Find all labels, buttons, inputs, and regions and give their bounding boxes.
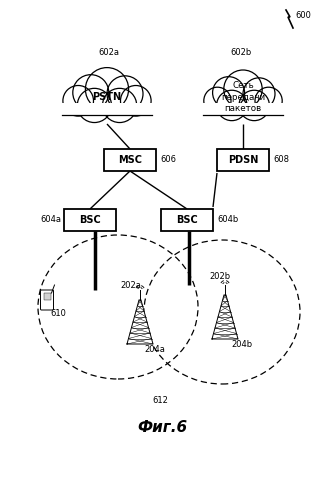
- Text: PSTN: PSTN: [92, 92, 122, 102]
- Text: 604b: 604b: [217, 216, 238, 224]
- Text: MSC: MSC: [118, 155, 142, 165]
- Text: 602a: 602a: [98, 48, 120, 57]
- Text: 600: 600: [295, 11, 311, 20]
- Text: PDSN: PDSN: [228, 155, 258, 165]
- Text: 612: 612: [152, 396, 168, 405]
- Text: 202a: 202a: [120, 281, 141, 290]
- Circle shape: [73, 74, 109, 110]
- Bar: [62, 102, 152, 116]
- Circle shape: [85, 68, 129, 111]
- Circle shape: [63, 86, 94, 116]
- Text: 602b: 602b: [230, 48, 252, 57]
- Bar: [44, 293, 50, 300]
- Text: BSC: BSC: [79, 215, 101, 225]
- Circle shape: [255, 87, 282, 115]
- Circle shape: [77, 88, 111, 122]
- Circle shape: [224, 70, 262, 108]
- Circle shape: [107, 76, 143, 112]
- Polygon shape: [212, 295, 238, 339]
- Circle shape: [216, 90, 247, 120]
- Bar: [104, 149, 156, 171]
- Text: BSC: BSC: [176, 215, 198, 225]
- Circle shape: [213, 76, 245, 108]
- Text: 202b: 202b: [209, 272, 230, 281]
- Text: 608: 608: [273, 156, 289, 164]
- Text: Сеть
передачи
пакетов: Сеть передачи пакетов: [221, 82, 265, 112]
- Bar: [64, 209, 116, 231]
- Text: 604a: 604a: [40, 216, 61, 224]
- Circle shape: [102, 88, 137, 122]
- Polygon shape: [127, 300, 153, 344]
- Text: 610: 610: [50, 309, 66, 318]
- Text: Фиг.6: Фиг.6: [137, 420, 187, 436]
- Circle shape: [239, 90, 269, 120]
- Text: 204a: 204a: [144, 345, 165, 354]
- FancyBboxPatch shape: [41, 290, 54, 310]
- Text: 606: 606: [160, 156, 176, 164]
- Bar: [203, 102, 283, 116]
- Circle shape: [121, 86, 151, 116]
- Bar: [217, 149, 269, 171]
- Circle shape: [204, 87, 231, 115]
- Text: 204b: 204b: [231, 340, 252, 349]
- Circle shape: [243, 78, 275, 110]
- Bar: [161, 209, 213, 231]
